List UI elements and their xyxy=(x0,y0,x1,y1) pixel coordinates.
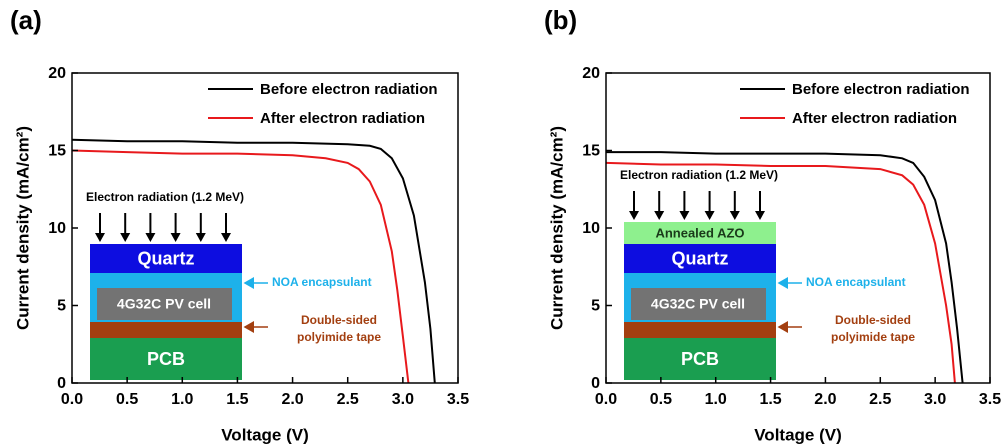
arrow-label: Electron radiation (1.2 MeV) xyxy=(86,190,244,204)
x-tick-label: 2.0 xyxy=(281,391,303,408)
arrow-head xyxy=(704,211,715,220)
arrow-head xyxy=(654,211,665,220)
x-axis-label: Voltage (V) xyxy=(221,425,309,444)
x-tick-label: 0.0 xyxy=(61,391,83,408)
pv-cell-label: 4G32C PV cell xyxy=(651,296,745,312)
x-tick-label: 0.0 xyxy=(595,391,617,408)
series-line xyxy=(605,161,956,384)
pv-cell xyxy=(631,288,766,320)
arrow-head xyxy=(120,233,131,242)
pv-cell xyxy=(97,288,232,320)
y-tick-label: 5 xyxy=(591,298,600,315)
y-tick-label: 5 xyxy=(57,298,66,315)
y-tick-label: 15 xyxy=(582,143,600,160)
arrow-head xyxy=(170,233,181,242)
layer-label: PCB xyxy=(147,349,185,369)
x-tick-label: 2.5 xyxy=(869,391,891,408)
layer xyxy=(624,338,776,380)
callout-label: Double-sided xyxy=(301,313,377,327)
x-tick-label: 3.5 xyxy=(979,391,1001,408)
x-tick-label: 3.0 xyxy=(924,391,946,408)
layer-label: Quartz xyxy=(671,248,728,268)
arrow-head xyxy=(679,211,690,220)
x-tick-label: 2.0 xyxy=(814,391,836,408)
layer xyxy=(90,244,242,273)
y-axis-label: Current density (mA/cm²) xyxy=(547,126,566,330)
callout-label: NOA encapsulant xyxy=(806,275,906,289)
arrow-head xyxy=(729,211,740,220)
x-tick-label: 3.0 xyxy=(392,391,414,408)
x-tick-label: 2.5 xyxy=(337,391,359,408)
series-line xyxy=(71,149,410,384)
y-tick-label: 0 xyxy=(57,375,66,392)
legend-label: After electron radiation xyxy=(260,110,425,127)
arrow-head xyxy=(221,233,231,242)
layer-label: Annealed AZO xyxy=(655,225,744,240)
x-tick-label: 1.5 xyxy=(226,391,248,408)
legend-label: Before electron radiation xyxy=(260,81,438,98)
legend-label: After electron radiation xyxy=(792,110,957,127)
x-axis-label: Voltage (V) xyxy=(754,425,842,444)
arrow-head xyxy=(755,211,765,220)
series-line xyxy=(71,138,436,384)
panel-label: (a) xyxy=(10,5,42,35)
y-axis-label: Current density (mA/cm²) xyxy=(13,126,32,330)
callout-label: polyimide tape xyxy=(297,330,381,344)
arrow-head xyxy=(145,233,156,242)
y-tick-label: 0 xyxy=(591,375,600,392)
panel: (b) PCB Double-sided polyimide tape 4G32C PV… xyxy=(544,5,1001,445)
layer xyxy=(624,244,776,273)
y-tick-label: 20 xyxy=(582,65,600,82)
layer xyxy=(624,322,776,338)
x-tick-label: 0.5 xyxy=(116,391,138,408)
y-tick-label: 10 xyxy=(48,220,66,237)
y-tick-label: 10 xyxy=(582,220,600,237)
callout-label: Double-sided xyxy=(835,313,911,327)
series-line xyxy=(606,151,964,384)
legend-label: Before electron radiation xyxy=(792,81,970,98)
y-tick-label: 20 xyxy=(48,65,66,82)
x-tick-label: 0.5 xyxy=(650,391,672,408)
callout-label: NOA encapsulant xyxy=(272,275,372,289)
callout-label: polyimide tape xyxy=(831,330,915,344)
x-tick-label: 3.5 xyxy=(447,391,469,408)
layer-label: PCB xyxy=(681,349,719,369)
x-tick-label: 1.5 xyxy=(759,391,781,408)
arrow-label: Electron radiation (1.2 MeV) xyxy=(620,168,778,182)
arrow-head xyxy=(95,233,105,242)
arrow-head xyxy=(195,233,206,242)
layer xyxy=(90,322,242,338)
pv-cell-label: 4G32C PV cell xyxy=(117,296,211,312)
x-tick-label: 1.0 xyxy=(171,391,193,408)
layer xyxy=(90,338,242,380)
layer-label: Quartz xyxy=(137,248,194,268)
x-tick-label: 1.0 xyxy=(705,391,727,408)
y-tick-label: 15 xyxy=(48,143,66,160)
layer xyxy=(624,222,776,244)
panel-label: (b) xyxy=(544,5,577,35)
panel: (a) PCB Double-sided polyimide tape 4G32C PV… xyxy=(10,5,469,445)
arrow-head xyxy=(629,211,639,220)
